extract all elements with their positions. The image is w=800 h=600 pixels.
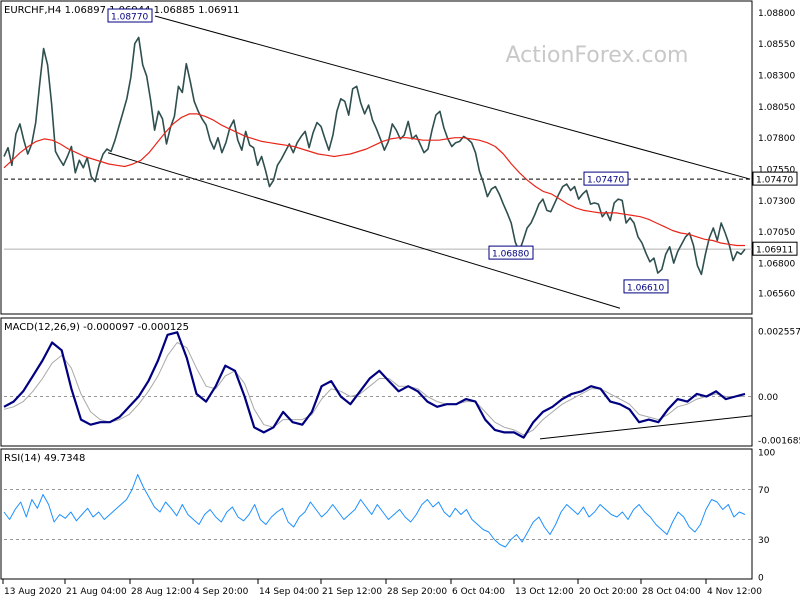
macd-y-tick-label: 0.002557 [758, 327, 800, 337]
x-tick-label: 14 Sep 04:00 [259, 587, 319, 597]
price-annotation: 1.06880 [488, 245, 534, 260]
x-tick-label: 13 Oct 12:00 [515, 587, 574, 597]
level-value-box-label: 1.07470 [756, 176, 793, 186]
price-y-tick-label: 1.07800 [758, 134, 795, 144]
macd-plot [3, 331, 753, 440]
x-tick-label: 13 Aug 2020 [4, 587, 62, 597]
level-value-box: 1.07470 [752, 171, 798, 186]
macd-panel-title: MACD(12,26,9) -0.000097 -0.000125 [4, 322, 189, 333]
x-tick-label: 20 Oct 20:00 [579, 587, 638, 597]
rsi-line [3, 474, 746, 548]
price-annotation-label: 1.08770 [111, 13, 148, 23]
price-panel [0, 0, 753, 315]
x-tick-label: 28 Oct 04:00 [642, 587, 701, 597]
price-y-tick-label: 1.06800 [758, 260, 795, 270]
x-tick-label: 21 Aug 04:00 [66, 587, 127, 597]
x-axis-labels: 13 Aug 2020 21 Aug 04:00 28 Aug 12:00 4 Sep… [2, 579, 762, 597]
rsi-plot [3, 474, 752, 548]
price-series-close [3, 36, 746, 276]
channel-line-upper [154, 15, 751, 180]
price-y-tick-label: 1.07300 [758, 197, 795, 207]
macd-line [3, 331, 746, 439]
price-annotation-box [107, 8, 153, 23]
price-annotation: 1.08770 [107, 8, 153, 23]
y-axis-labels: 1.08800 1.08550 1.08300 1.08050 1.07800 1.075… [752, 9, 800, 584]
x-tick-label: 4 Nov 12:00 [707, 587, 762, 597]
price-y-tick-label: 1.07050 [758, 228, 795, 238]
rsi-y-tick-label: 0 [758, 574, 764, 584]
level-value-box-box [752, 171, 798, 186]
rsi-panel-title: RSI(14) 49.7348 [4, 453, 85, 464]
x-tick-label: 6 Oct 04:00 [452, 587, 505, 597]
price-annotation: 1.07470 [583, 171, 629, 186]
price-y-tick-label: 1.08050 [758, 103, 795, 113]
price-annotation-box [583, 171, 629, 186]
price-y-tick-label: 1.08550 [758, 40, 795, 50]
rsi-y-tick-label: 100 [758, 449, 775, 459]
watermark: ActionForex.com [506, 43, 689, 68]
price-annotation: 1.06610 [623, 279, 669, 294]
price-plot: 1.08770 1.07470 1.06880 1.06610 [3, 8, 752, 309]
price-y-tick-label: 1.06560 [758, 290, 795, 300]
macd-y-tick-label: -0.001685 [758, 436, 800, 446]
x-tick-label: 28 Sep 20:00 [387, 587, 447, 597]
price-annotation-label: 1.07470 [587, 176, 624, 186]
macd-panel [0, 317, 753, 447]
rsi-panel [0, 448, 753, 580]
x-tick-label: 4 Sep 20:00 [194, 587, 249, 597]
rsi-y-tick-label: 30 [758, 536, 770, 546]
price-annotation-label: 1.06610 [627, 283, 664, 293]
price-y-tick-label: 1.08300 [758, 72, 795, 82]
price-y-tick-label: 1.07550 [758, 166, 795, 176]
macd-signal-line [3, 342, 745, 436]
current-price-box-label: 1.06911 [756, 246, 793, 256]
macd-trendline [539, 415, 753, 440]
macd-y-tick-label: 0.00 [758, 393, 778, 403]
price-series-moving_average [3, 113, 745, 247]
price-annotation-box [488, 245, 534, 260]
rsi-y-tick-label: 70 [758, 486, 770, 496]
x-tick-label: 21 Sep 12:00 [322, 587, 382, 597]
price-annotation-label: 1.06880 [492, 250, 529, 260]
current-price-box: 1.06911 [752, 241, 798, 256]
price-annotation-box [623, 279, 669, 294]
price-y-tick-label: 1.08800 [758, 9, 795, 19]
x-tick-label: 28 Aug 12:00 [131, 587, 192, 597]
channel-line-lower [107, 152, 621, 309]
current-price-box-box [752, 241, 798, 256]
